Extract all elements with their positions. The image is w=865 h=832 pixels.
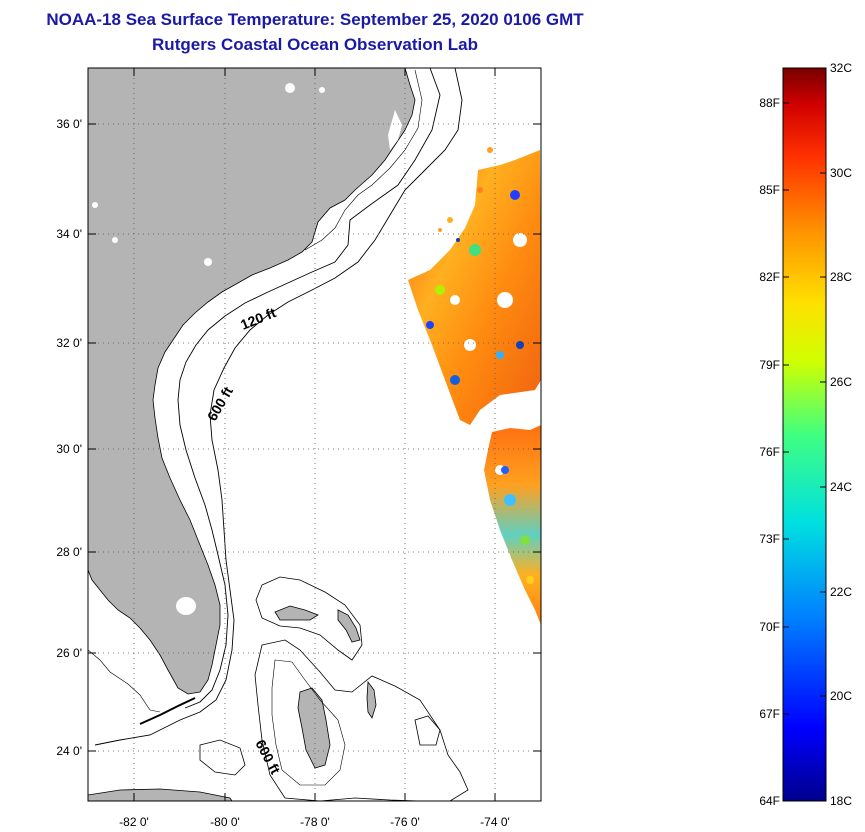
y-tick-label: 36 0'	[56, 117, 82, 131]
x-tick-label: -76 0'	[390, 815, 420, 829]
colorbar-label-c: 28C	[830, 270, 853, 284]
contour-great-bahama-bank	[254, 639, 469, 801]
map-title: NOAA-18 Sea Surface Temperature: Septemb…	[46, 10, 584, 29]
colorbar-label-f: 85F	[759, 183, 780, 197]
colorbar-label-c: 26C	[830, 375, 853, 389]
sst-cloud-gaps	[450, 233, 527, 475]
colorbar	[782, 67, 827, 802]
contour-south-shoal	[199, 739, 246, 776]
map-subtitle: Rutgers Coastal Ocean Observation Lab	[152, 35, 478, 54]
y-tick-label: 28 0'	[56, 545, 82, 559]
x-tick-label: -82 0'	[119, 815, 149, 829]
colorbar-label-f: 82F	[759, 270, 780, 284]
land-us-coast	[88, 68, 416, 695]
colorbar-label-f: 67F	[759, 707, 780, 721]
x-tick-label: -78 0'	[300, 815, 330, 829]
contour-120ft	[177, 68, 441, 709]
axis-ticks	[88, 68, 541, 801]
florida-keys	[139, 697, 196, 725]
contour-east-shoal	[414, 715, 441, 746]
contour-little-bahama-bank	[255, 576, 363, 661]
x-tick-label: -80 0'	[210, 815, 240, 829]
land-eleuthera	[366, 680, 377, 719]
sst-swath-north	[408, 150, 541, 425]
colorbar-label-c: 30C	[830, 166, 853, 180]
sst-scattered-pixels	[438, 147, 493, 242]
y-tick-label: 32 0'	[56, 336, 82, 350]
contour-florida-keys	[88, 649, 161, 713]
contour-bahama-inner	[271, 659, 346, 786]
colorbar-label-c: 32C	[830, 61, 853, 75]
land-andros	[297, 687, 331, 769]
colorbar-label-f: 88F	[759, 96, 780, 110]
colorbar-label-f: 76F	[759, 445, 780, 459]
contour-inner	[304, 69, 423, 251]
colorbar-label-c: 22C	[830, 585, 853, 599]
sst-swath-south	[484, 425, 541, 625]
contour-600ft	[94, 68, 463, 746]
colorbar-ticks	[783, 102, 826, 715]
y-tick-label: 24 0'	[56, 744, 82, 758]
pamlico-sound	[388, 110, 402, 150]
y-tick-label: 26 0'	[56, 646, 82, 660]
lake-okeechobee	[176, 597, 196, 615]
colorbar-label-f: 70F	[759, 620, 780, 634]
y-tick-label: 30 0'	[56, 442, 82, 456]
land-abaco	[337, 609, 361, 643]
contour-label-120ft: 120 ft	[238, 304, 278, 333]
sst-cold-patches	[426, 190, 534, 584]
colorbar-label-f: 64F	[759, 794, 780, 808]
colorbar-label-f: 79F	[759, 358, 780, 372]
map-grid	[88, 68, 541, 801]
x-tick-label: -74 0'	[480, 815, 510, 829]
colorbar-label-c: 18C	[830, 794, 853, 808]
land-grand-bahama	[274, 605, 319, 621]
colorbar-label-c: 20C	[830, 689, 853, 703]
colorbar-label-c: 24C	[830, 480, 853, 494]
colorbar-label-f: 73F	[759, 532, 780, 546]
land-cuba	[88, 788, 233, 801]
contour-label-600ft-north: 600 ft	[204, 384, 236, 424]
y-tick-label: 34 0'	[56, 227, 82, 241]
